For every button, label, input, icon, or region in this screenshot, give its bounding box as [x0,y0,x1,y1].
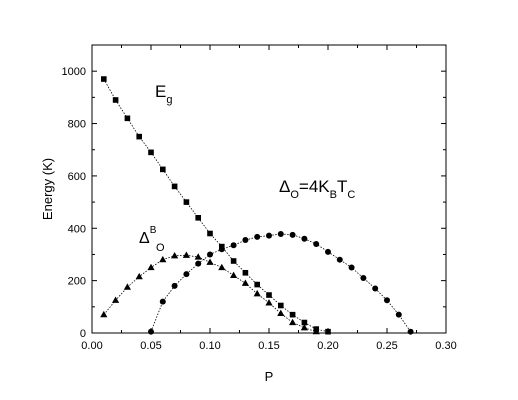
annotation-delta-o: ΔO=4KBTC [279,177,355,201]
data-point-circle [395,311,402,318]
data-point-triangle [312,327,320,335]
annotation-delta-o-sub: O [290,189,299,201]
data-point-triangle [241,279,249,286]
data-point-circle [183,271,190,278]
series-line-circle [150,233,411,332]
annotation-eg: Eg [155,82,172,106]
data-point-triangle [265,299,273,306]
annotation-delta-o-t: T [337,177,347,196]
annotation-delta-b-sub: O [156,242,165,254]
annotation-eg-main: E [155,82,166,101]
data-point-circle [230,242,237,249]
data-point-square [207,230,213,237]
annotation-delta-o-kb-sub: B [330,189,337,201]
y-tick-label: 400 [68,223,86,235]
data-point-triangle [135,272,143,280]
data-point-circle [313,240,320,247]
data-point-square [325,328,331,335]
data-point-triangle [300,323,308,331]
y-axis-label: Energy (K) [40,158,55,220]
x-tick-label: 0.25 [376,340,397,352]
data-point-square [278,302,284,309]
data-point-triangle [182,251,190,258]
data-point-circle [360,275,367,282]
data-point-circle [148,328,154,335]
data-point-square [136,133,142,140]
data-point-circle [218,246,225,253]
data-point-square [230,258,237,264]
annotation-delta-b-sup: B [150,225,157,236]
data-point-square [242,269,249,276]
y-tick-label: 800 [68,119,86,131]
x-tick-label: 0.30 [435,340,456,352]
data-point-square [112,97,119,103]
x-tick-label: 0.15 [258,340,279,352]
x-tick-label: 0.05 [140,340,161,352]
data-point-triangle [100,310,108,318]
data-point-square [101,76,107,82]
data-point-circle [289,231,296,238]
annotation-eg-sub: g [166,94,172,106]
data-point-triangle [277,309,285,316]
data-point-triangle [206,258,214,265]
axis-ticks: 0.00 0.05 0.10 0.15 0.20 0.25 0.30 0 200 400 600 80… [62,45,457,352]
data-point-square [124,115,131,122]
data-point-square [160,166,166,173]
y-tick-label: 1000 [62,66,86,78]
data-point-circle [301,235,308,242]
series-markers [100,76,414,335]
data-point-triangle [218,263,226,271]
data-point-circle [384,297,390,304]
annotation-delta-o-eq: =4K [299,177,330,196]
y-tick-label: 200 [68,276,86,288]
data-point-circle [266,232,272,239]
data-point-square [266,292,272,298]
data-point-triangle [159,255,167,263]
data-point-triangle [253,289,261,297]
data-point-triangle [147,263,155,271]
data-point-circle [348,264,355,271]
data-point-triangle [112,296,120,303]
data-point-circle [195,260,202,267]
y-tick-label: 0 [80,328,86,340]
data-point-circle [336,256,343,263]
data-point-triangle [289,318,297,326]
data-point-circle [254,233,261,240]
series-line-triangle [103,254,317,333]
annotation-delta-o-tc-sub: C [347,189,355,201]
x-axis-label: P [265,369,274,384]
x-tick-label: 0.00 [81,340,102,352]
data-point-triangle [171,251,179,259]
data-point-square [171,183,178,190]
series-line-square [103,78,329,333]
data-point-circle [171,282,178,289]
data-point-circle [242,237,249,244]
data-point-circle [325,248,331,255]
plot-frame [91,44,447,334]
data-point-square [183,199,190,205]
y-tick-label: 600 [68,171,86,183]
data-point-square [148,149,154,156]
data-point-circle [207,251,213,258]
data-point-square [195,215,201,221]
annotation-delta-b-main: Δ [139,230,150,247]
x-tick-label: 0.20 [317,340,338,352]
annotation-delta-b: ΔBO [139,225,165,254]
data-point-circle [277,231,284,238]
data-point-triangle [230,271,238,278]
x-tick-label: 0.10 [199,340,220,352]
data-point-square [289,311,296,318]
data-point-circle [159,298,166,305]
data-point-circle [372,285,379,292]
data-point-square [301,319,308,326]
data-point-triangle [123,283,131,290]
data-point-circle [407,328,414,335]
annotation-delta-o-main: Δ [279,177,290,196]
data-point-triangle [194,253,202,260]
data-point-square [254,281,260,288]
